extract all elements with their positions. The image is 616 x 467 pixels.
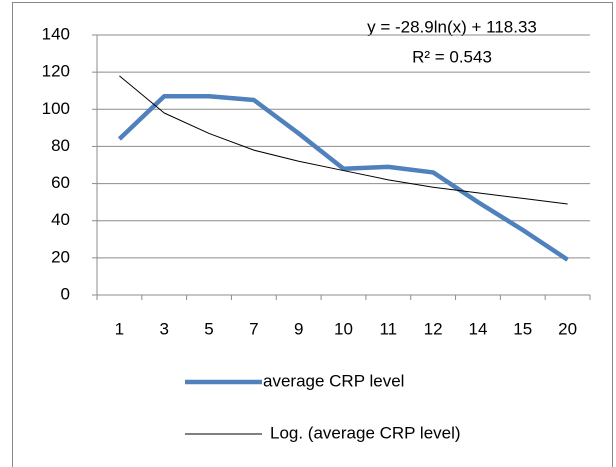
x-tick-label: 10 [334,319,353,338]
chart-border [12,2,613,467]
x-tick-label: 3 [159,319,168,338]
y-tick-label: 80 [51,136,70,155]
x-tick-label: 20 [558,319,577,338]
legend-label: average CRP level [263,371,404,390]
series-line [117,94,569,262]
x-tick-label: 12 [424,319,443,338]
x-tick-label: 15 [513,319,532,338]
y-tick-label: 60 [51,173,70,192]
y-tick-label: 40 [51,210,70,229]
x-tick-label: 9 [294,319,303,338]
trendline-equation: y = -28.9ln(x) + 118.33 [367,17,537,36]
series-line [119,75,568,205]
y-tick-label: 100 [42,99,70,118]
y-tick-label: 140 [42,24,70,43]
x-tick-label: 11 [379,319,397,338]
x-tick-label: 5 [204,319,213,338]
y-tick-label: 120 [42,62,70,81]
x-tick-label: 1 [115,319,124,338]
x-tick-label: 7 [249,319,258,338]
y-tick-label: 20 [51,247,70,266]
y-tick-label: 0 [61,284,70,303]
legend-label: Log. (average CRP level) [270,423,461,442]
r-squared: R² = 0.543 [412,47,492,66]
x-tick-label: 14 [468,319,487,338]
